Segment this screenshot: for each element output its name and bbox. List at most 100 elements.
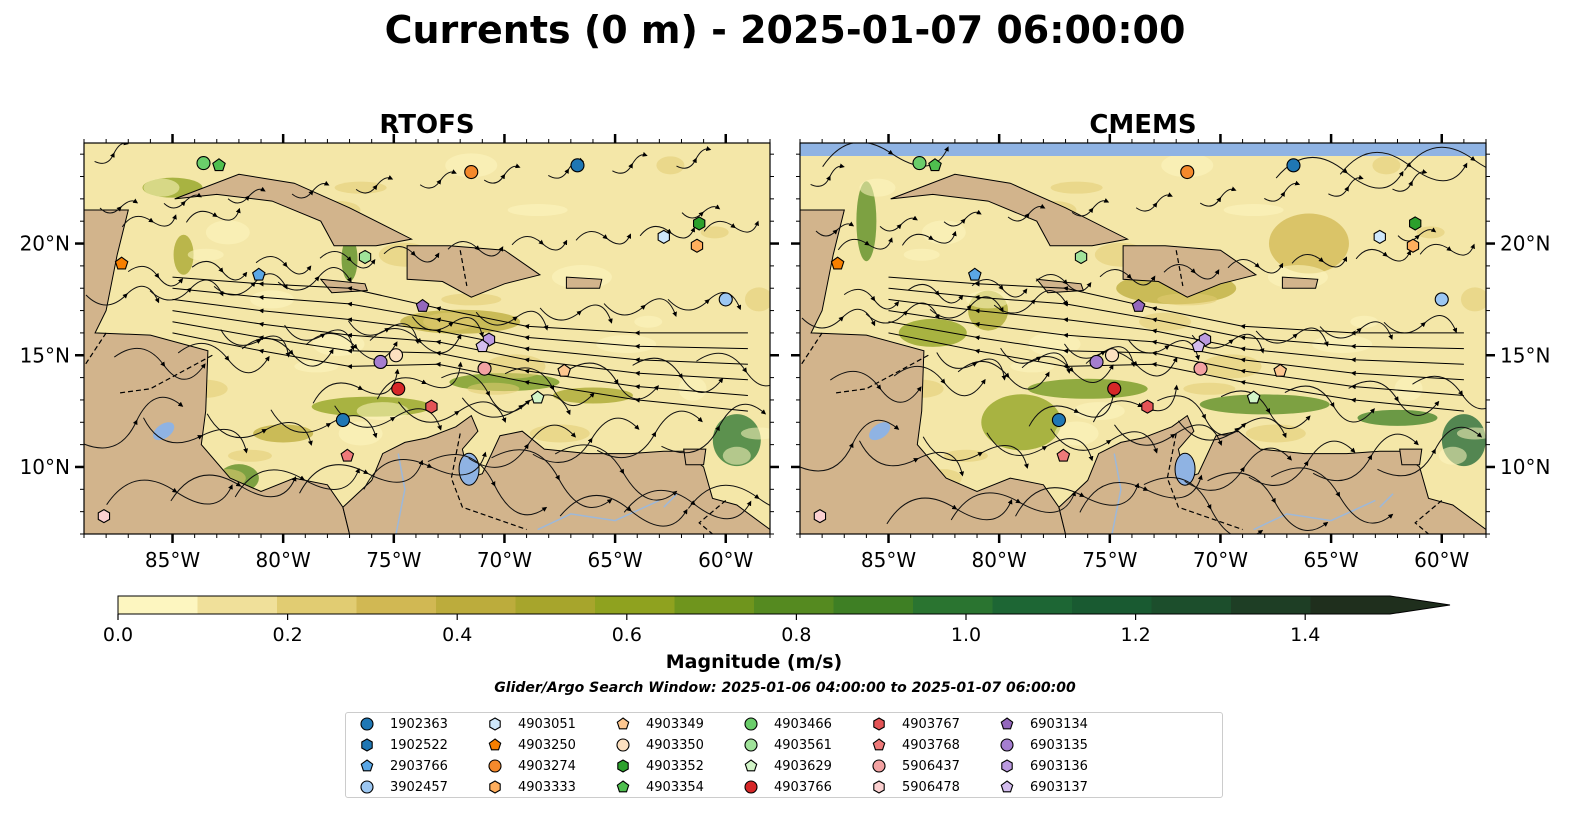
streamline bbox=[94, 143, 129, 164]
streamline bbox=[623, 489, 752, 520]
legend-entry-1902522: 1902522 bbox=[356, 735, 448, 755]
float-marker-4903466 bbox=[196, 156, 211, 171]
country-border bbox=[117, 354, 213, 394]
streamline bbox=[84, 396, 184, 449]
float-marker-3902457 bbox=[718, 292, 733, 307]
colorbar: 0.0 0.2 0.4 0.6 0.8 1.0 1.2 1.4 bbox=[103, 595, 1451, 646]
legend-marker bbox=[872, 738, 886, 751]
streamline bbox=[170, 474, 297, 502]
x-tick-label: 60°W bbox=[1414, 548, 1469, 572]
streamline bbox=[191, 261, 248, 281]
legend-label: 4903766 bbox=[774, 779, 832, 795]
legend-label: 4903629 bbox=[774, 758, 832, 774]
streamline bbox=[639, 226, 695, 239]
speed-texture bbox=[740, 427, 770, 440]
float-marker-4903354 bbox=[212, 158, 226, 172]
streamline bbox=[1355, 249, 1411, 262]
legend-marker-hexagon bbox=[489, 780, 501, 794]
float-marker-4903466 bbox=[912, 156, 927, 171]
legend-entry-6903134: 6903134 bbox=[996, 714, 1088, 734]
x-tick-label: 80°W bbox=[256, 548, 311, 572]
land-polygon bbox=[1399, 448, 1423, 466]
streamline bbox=[1135, 192, 1173, 212]
streamline bbox=[355, 175, 394, 194]
streamline bbox=[177, 343, 270, 374]
legend-label: 4903350 bbox=[646, 737, 704, 753]
float-marker-4903350 bbox=[388, 348, 404, 363]
float-marker-4903629 bbox=[530, 390, 545, 404]
colorbar-tick-label: 0.6 bbox=[612, 624, 642, 646]
legend-marker bbox=[744, 717, 758, 731]
no-data-strip bbox=[800, 143, 1486, 156]
streamline bbox=[1071, 198, 1110, 217]
legend-marker bbox=[616, 717, 630, 730]
colorbar-tick-label: 0.2 bbox=[272, 624, 302, 646]
x-tick-label: 80°W bbox=[972, 548, 1027, 572]
colorbar-segment bbox=[515, 596, 596, 614]
float-marker-1902363b bbox=[1051, 413, 1066, 428]
streamline bbox=[696, 352, 770, 387]
streamline bbox=[270, 409, 378, 439]
float-marker-4903768 bbox=[1056, 448, 1071, 462]
streamline bbox=[1377, 426, 1483, 477]
colorbar-segment bbox=[1151, 596, 1232, 614]
legend-label: 6903136 bbox=[1030, 758, 1088, 774]
colorbar-label: Magnitude (m/s) bbox=[666, 651, 843, 673]
speed-texture bbox=[1201, 354, 1262, 379]
country-border bbox=[84, 332, 107, 367]
float-marker-4903629 bbox=[1246, 390, 1261, 404]
legend-label: 1902522 bbox=[390, 737, 448, 753]
current-speed-patch bbox=[898, 318, 967, 347]
legend-marker bbox=[616, 738, 630, 752]
legend-marker bbox=[1001, 759, 1013, 773]
streamline bbox=[830, 370, 922, 403]
legend-marker-circle bbox=[744, 738, 758, 752]
streamline bbox=[901, 230, 957, 246]
streamline bbox=[886, 497, 1013, 525]
streamline bbox=[491, 449, 613, 508]
float-marker-4903349 bbox=[1273, 363, 1288, 377]
legend-marker-circle bbox=[744, 780, 758, 794]
streamline bbox=[879, 215, 918, 232]
streamline bbox=[1397, 227, 1437, 242]
legend-marker bbox=[360, 759, 374, 772]
streamline bbox=[612, 151, 648, 174]
speed-texture bbox=[227, 449, 272, 462]
speed-texture bbox=[1183, 382, 1236, 395]
colorbar-segment bbox=[118, 596, 198, 614]
legend-entry-6903135: 6903135 bbox=[996, 735, 1088, 755]
streamline bbox=[815, 221, 855, 237]
legend-entry-4903350: 4903350 bbox=[612, 735, 704, 755]
y-tick-label: 20°N bbox=[20, 232, 70, 256]
streamline bbox=[1248, 440, 1356, 486]
float-marker-5906437 bbox=[477, 361, 492, 376]
legend-marker-circle bbox=[744, 717, 758, 731]
streamline bbox=[185, 207, 241, 223]
streamline bbox=[143, 417, 249, 454]
streamline-jet bbox=[172, 276, 748, 336]
legend-label: 4903354 bbox=[646, 779, 704, 795]
float-marker-4903352 bbox=[693, 216, 706, 231]
land-polygon bbox=[565, 276, 603, 289]
streamline bbox=[106, 479, 233, 505]
streamline bbox=[575, 231, 632, 245]
legend-label: 4903768 bbox=[902, 737, 960, 753]
panel-title-rtofs: RTOFS bbox=[379, 110, 474, 140]
float-marker-4903561 bbox=[1074, 249, 1088, 265]
legend-entry-3902457: 3902457 bbox=[356, 777, 448, 797]
speed-texture bbox=[722, 446, 751, 465]
rtofs-map-panel: 85°W 80°W 75°W 70°W 65°W 60°W 20°N 15°N 10°N bbox=[20, 134, 779, 572]
streamline bbox=[99, 198, 139, 214]
legend-marker-hexagon bbox=[361, 738, 373, 752]
streamline bbox=[1328, 174, 1364, 197]
streamline bbox=[1028, 391, 1116, 427]
streamline bbox=[127, 265, 184, 287]
speed-texture bbox=[1438, 446, 1467, 465]
legend-label: 5906478 bbox=[902, 779, 960, 795]
streamline bbox=[255, 256, 312, 275]
country-border bbox=[459, 250, 468, 287]
legend-marker bbox=[873, 780, 885, 794]
legend-marker bbox=[488, 738, 502, 751]
streamline bbox=[843, 288, 900, 310]
speed-texture bbox=[1372, 156, 1401, 175]
